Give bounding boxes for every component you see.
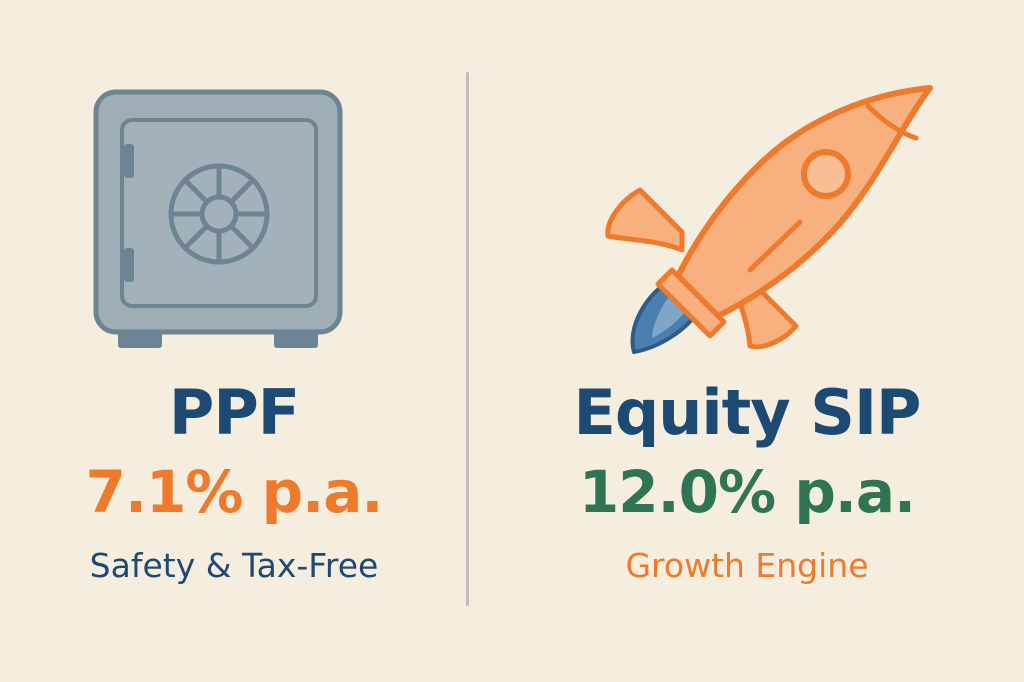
equity-sip-title: Equity SIP: [573, 376, 922, 449]
safe-icon: [90, 86, 348, 356]
ppf-rate: 7.1% p.a.: [85, 458, 384, 526]
equity-sip-subtitle: Growth Engine: [625, 546, 869, 585]
ppf-subtitle: Safety & Tax-Free: [89, 546, 379, 585]
divider: [466, 72, 469, 606]
equity-sip-rate: 12.0% p.a.: [578, 458, 916, 526]
equity-sip-panel: Equity SIP 12.0% p.a. Growth Engine: [470, 0, 1024, 682]
ppf-panel: PPF 7.1% p.a. Safety & Tax-Free: [0, 0, 468, 682]
ppf-title: PPF: [168, 376, 300, 449]
rocket-icon: [600, 80, 960, 360]
